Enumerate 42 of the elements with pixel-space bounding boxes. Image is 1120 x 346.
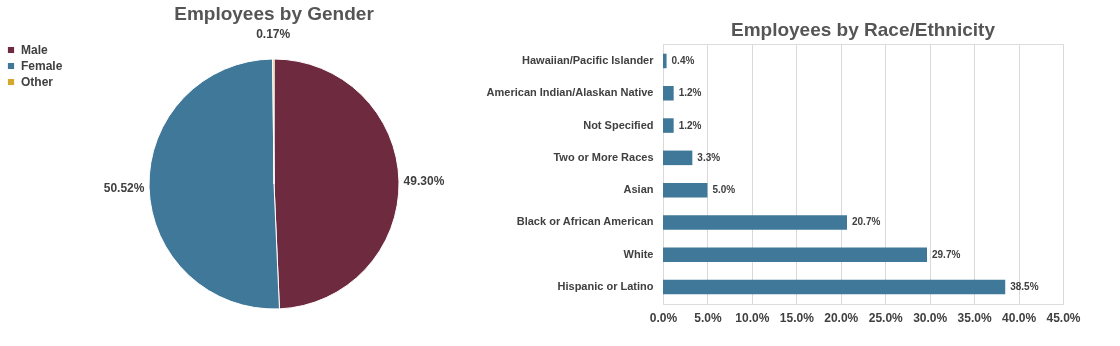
bar [663, 85, 674, 101]
legend-label: Female [21, 59, 63, 73]
y-tick-label: Hawaiian/Pacific Islander [522, 53, 655, 66]
x-tick-label: 5.0% [694, 310, 722, 325]
x-tick-label: 30.0% [913, 310, 948, 325]
x-tick-label: 45.0% [1046, 310, 1081, 325]
x-tick-label: 15.0% [779, 310, 815, 325]
bar [663, 182, 708, 198]
bar [663, 279, 1006, 295]
x-tick-label: 25.0% [868, 310, 904, 325]
data-label: 1.2% [678, 119, 702, 131]
y-tick-label: Asian [623, 183, 654, 196]
y-tick-label: American Indian/Alaskan Native [486, 86, 654, 99]
data-label: 1.2% [678, 87, 702, 99]
data-label: 49.30% [403, 173, 445, 188]
data-label: 5.0% [712, 184, 736, 196]
data-label: 29.7% [932, 248, 961, 260]
x-tick-label: 40.0% [1002, 310, 1037, 325]
data-label: 50.52% [103, 181, 145, 196]
bar [663, 53, 667, 69]
x-tick-label: 10.0% [735, 310, 770, 325]
bar [663, 215, 847, 230]
x-tick-label: 0.0% [649, 310, 678, 325]
data-label: 38.5% [1010, 281, 1039, 293]
x-tick-label: 35.0% [957, 310, 992, 325]
chart-title: Employees by Race/Ethnicity [731, 19, 996, 40]
y-tick-label: Hispanic or Latino [557, 280, 654, 293]
y-tick-label: Two or More Races [553, 150, 654, 163]
bar [663, 247, 927, 263]
bar [663, 150, 693, 166]
legend-label: Other [21, 75, 54, 89]
chart-title: Employees by Gender [174, 3, 375, 24]
data-label: 20.7% [852, 216, 881, 228]
data-label: 0.4% [671, 54, 695, 66]
y-tick-label: White [623, 247, 654, 260]
y-tick-label: Black or African American [516, 215, 654, 228]
x-tick-label: 20.0% [824, 310, 859, 325]
bar [663, 118, 674, 133]
legend-label: Male [21, 43, 48, 57]
data-label: 3.3% [697, 151, 721, 163]
data-label: 0.17% [256, 27, 291, 41]
y-tick-label: Not Specified [583, 118, 654, 131]
